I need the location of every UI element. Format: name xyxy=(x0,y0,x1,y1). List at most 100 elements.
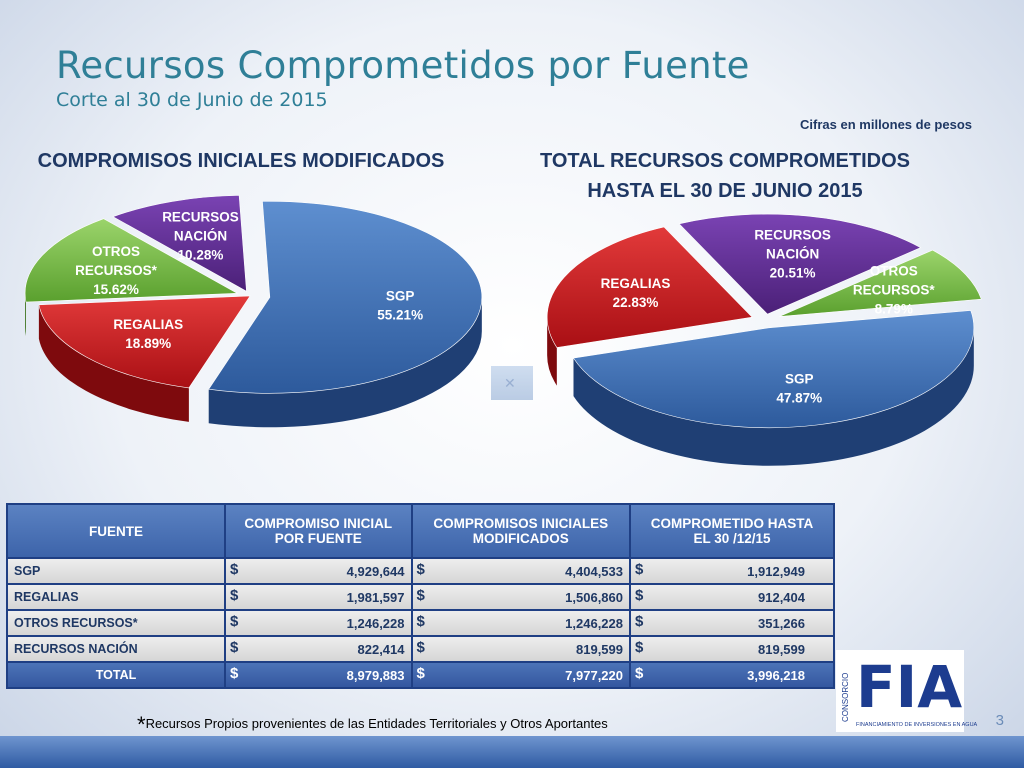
row-value: $1,912,949 xyxy=(631,559,833,583)
value-text: 1,246,228 xyxy=(346,615,405,631)
pie-chart-total-comprometidos: SGP 47.87% REGALIAS 22.83% RECURSOS NACIÓN 20.… xyxy=(546,213,982,466)
row-value: $1,981,597 xyxy=(226,585,411,609)
header-line: MODIFICADOS xyxy=(472,531,569,546)
value-text: 1,981,597 xyxy=(346,589,405,605)
pie-slice-label: 18.89% xyxy=(125,336,171,351)
pie-slice-label: OTROS xyxy=(870,264,918,279)
pie-slice xyxy=(38,295,251,389)
footnote: *Recursos Propios provenientes de las En… xyxy=(137,712,608,738)
value-text: 819,599 xyxy=(758,641,805,657)
pie-charts: SGP 55.21% REGALIAS 18.89% OTROS RECURSOS* 15.… xyxy=(24,195,982,466)
row-value: $1,246,228 xyxy=(226,611,411,635)
pie-slice-label: RECURSOS* xyxy=(75,263,158,278)
currency-symbol: $ xyxy=(230,639,239,656)
value-text: 7,977,220 xyxy=(565,667,623,683)
currency-symbol: $ xyxy=(416,561,425,578)
fia-logo: CONSORCIO FIA FINANCIAMIENTO DE INVERSIO… xyxy=(836,650,977,732)
currency-symbol: $ xyxy=(230,561,239,578)
page-subtitle: Corte al 30 de Junio de 2015 xyxy=(56,89,328,111)
table-row: REGALIAS $1,981,597 $1,506,860 $912,404 xyxy=(8,585,833,609)
header-line: COMPROMISOS INICIALES xyxy=(433,516,609,531)
header-line: POR FUENTE xyxy=(274,531,362,546)
pie-slice-side xyxy=(25,293,26,337)
value-text: 912,404 xyxy=(758,589,805,605)
pie-slice-label: OTROS xyxy=(92,244,140,259)
header-line: EL 30 /12/15 xyxy=(693,531,771,546)
footnote-star: * xyxy=(137,712,146,737)
pie-slice-label: 22.83% xyxy=(613,295,659,310)
chart2-title: TOTAL RECURSOS COMPROMETIDOS HASTA EL 30… xyxy=(515,146,935,206)
table-header-row: FUENTE COMPROMISO INICIAL POR FUENTE COMP… xyxy=(8,505,833,557)
row-value: $4,404,533 xyxy=(412,559,629,583)
resources-table: FUENTE COMPROMISO INICIAL POR FUENTE COMP… xyxy=(6,503,835,689)
currency-symbol: $ xyxy=(230,665,239,682)
pie-slice xyxy=(572,310,975,429)
currency-symbol: $ xyxy=(635,613,644,630)
row-value: $819,599 xyxy=(412,637,629,661)
table-row: SGP $4,929,644 $4,404,533 $1,912,949 xyxy=(8,559,833,583)
value-text: 4,404,533 xyxy=(565,563,623,579)
logo-tagline: FINANCIAMIENTO DE INVERSIONES EN AGUA xyxy=(856,722,978,728)
chart1-title: COMPROMISOS INICIALES MODIFICADOS xyxy=(37,150,445,172)
pie-slice xyxy=(24,218,239,303)
header-compromisos-modificados: COMPROMISOS INICIALES MODIFICADOS xyxy=(412,505,629,557)
pie-slice xyxy=(779,249,982,317)
value-text: 1,246,228 xyxy=(565,615,623,631)
chart2-title-line2: HASTA EL 30 DE JUNIO 2015 xyxy=(587,180,863,202)
pie-slice-label: NACIÓN xyxy=(174,229,227,244)
total-value: $3,996,218 xyxy=(631,663,833,687)
logo-side-text: CONSORCIO xyxy=(841,673,850,722)
pie-slice-side xyxy=(573,327,974,466)
currency-symbol: $ xyxy=(416,613,425,630)
units-note: Cifras en millones de pesos xyxy=(800,117,972,132)
header-fuente: FUENTE xyxy=(8,505,224,557)
pie-slice-label: 47.87% xyxy=(776,390,822,405)
logo-side-label: CONSORCIO xyxy=(841,673,850,722)
value-text: 351,266 xyxy=(758,615,805,631)
currency-symbol: $ xyxy=(635,639,644,656)
value-text: 8,979,883 xyxy=(346,667,405,683)
pie-slice xyxy=(678,213,922,315)
currency-symbol: $ xyxy=(635,665,644,682)
pie-chart-compromisos-iniciales: SGP 55.21% REGALIAS 18.89% OTROS RECURSOS* 15.… xyxy=(24,195,483,428)
pie-slice-label: NACIÓN xyxy=(766,246,819,261)
total-value: $7,977,220 xyxy=(412,663,629,687)
pie-slice-label: SGP xyxy=(386,288,415,303)
value-text: 822,414 xyxy=(357,641,405,657)
pie-slice-label: REGALIAS xyxy=(601,276,671,291)
page-number: 3 xyxy=(995,712,1004,729)
value-text: 4,929,644 xyxy=(346,563,405,579)
pie-slice-label: 20.51% xyxy=(770,265,816,280)
row-value: $4,929,644 xyxy=(226,559,411,583)
value-text: 1,506,860 xyxy=(565,589,623,605)
pie-slice-side xyxy=(208,297,482,428)
footnote-text: Recursos Propios provenientes de las Ent… xyxy=(145,716,608,731)
currency-symbol: $ xyxy=(635,561,644,578)
row-value: $1,246,228 xyxy=(412,611,629,635)
bottom-bar xyxy=(0,736,1024,768)
row-fuente: RECURSOS NACIÓN xyxy=(8,637,224,661)
pie-slice-side xyxy=(38,304,189,422)
pie-slice-label: RECURSOS xyxy=(162,210,239,225)
row-fuente: SGP xyxy=(8,559,224,583)
currency-symbol: $ xyxy=(635,587,644,604)
value-text: 3,996,218 xyxy=(747,667,805,683)
pie-slice-label: 8.79% xyxy=(875,302,913,317)
row-value: $912,404 xyxy=(631,585,833,609)
header-compromiso-inicial: COMPROMISO INICIAL POR FUENTE xyxy=(226,505,411,557)
table-row: RECURSOS NACIÓN $822,414 $819,599 $819,5… xyxy=(8,637,833,661)
pie-slice-label: 15.62% xyxy=(93,282,139,297)
currency-symbol: $ xyxy=(416,665,425,682)
pie-slice xyxy=(112,195,247,292)
pie-slice-side xyxy=(547,317,557,386)
pie-slice-label: REGALIAS xyxy=(113,317,183,332)
currency-symbol: $ xyxy=(416,639,425,656)
logo-letters: FIA xyxy=(856,653,963,721)
row-value: $351,266 xyxy=(631,611,833,635)
currency-symbol: $ xyxy=(416,587,425,604)
row-value: $1,506,860 xyxy=(412,585,629,609)
value-text: 1,912,949 xyxy=(747,563,805,579)
header-comprometido-hasta: COMPROMETIDO HASTA EL 30 /12/15 xyxy=(631,505,833,557)
row-fuente: REGALIAS xyxy=(8,585,224,609)
pie-slice-label: RECURSOS* xyxy=(853,283,936,298)
